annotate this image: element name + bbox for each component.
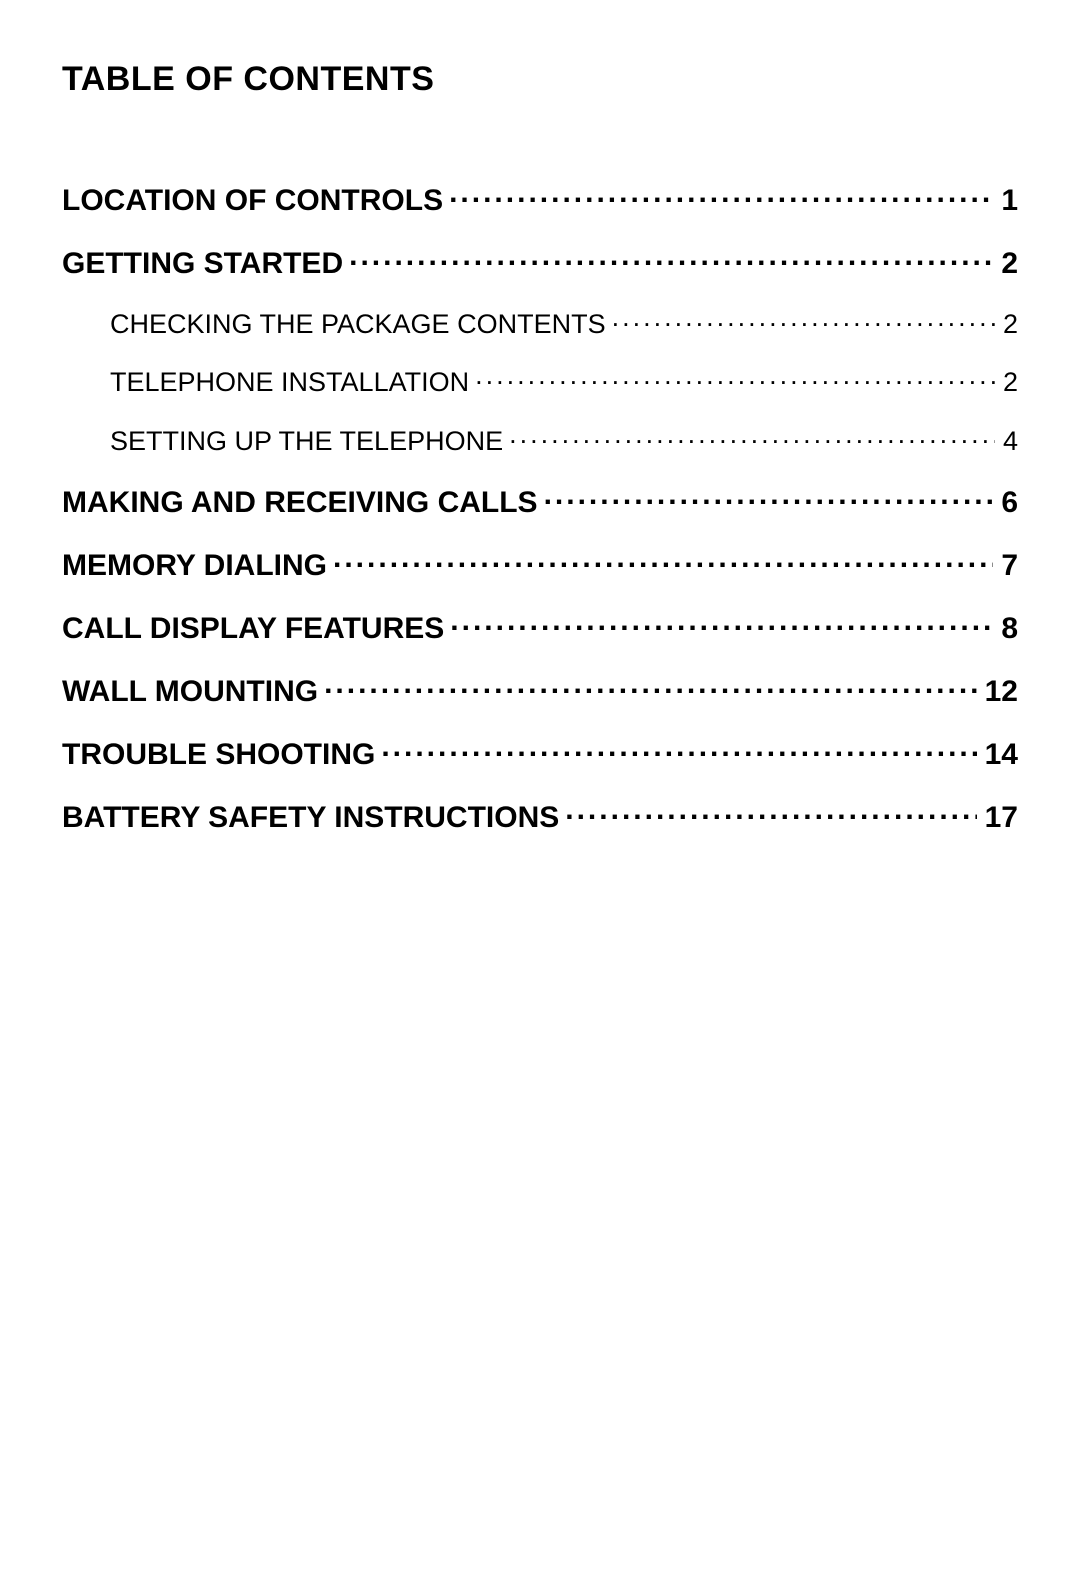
toc-leader-dots [349, 240, 993, 273]
toc-entry: TELEPHONE INSTALLATION 2 [110, 362, 1018, 399]
toc-leader-dots [544, 479, 994, 512]
toc-entry-page: 14 [983, 738, 1018, 772]
toc-entry: MEMORY DIALING 7 [62, 542, 1018, 583]
toc-entry-page: 8 [999, 612, 1018, 646]
toc-entry-page: 4 [1001, 426, 1018, 457]
page-title: TABLE OF CONTENTS [62, 60, 1018, 99]
toc-entry-page: 12 [983, 675, 1018, 709]
toc-entry-label: SETTING UP THE TELEPHONE [110, 426, 503, 457]
toc-entry-label: MAKING AND RECEIVING CALLS [62, 486, 538, 520]
toc-leader-dots [475, 362, 995, 392]
toc-entry-label: LOCATION OF CONTROLS [62, 184, 443, 218]
toc-leader-dots [565, 794, 976, 827]
toc-leader-dots [612, 303, 995, 333]
toc-leader-dots [449, 177, 993, 210]
toc-entry: BATTERY SAFETY INSTRUCTIONS 17 [62, 794, 1018, 835]
toc-entry: LOCATION OF CONTROLS 1 [62, 177, 1018, 218]
toc-entry-label: CHECKING THE PACKAGE CONTENTS [110, 309, 606, 340]
page: TABLE OF CONTENTS LOCATION OF CONTROLS 1 G… [0, 0, 1080, 835]
toc-entry-label: CALL DISPLAY FEATURES [62, 612, 444, 646]
toc-entry: CALL DISPLAY FEATURES 8 [62, 605, 1018, 646]
toc-entry-label: MEMORY DIALING [62, 549, 327, 583]
toc-entry-label: TELEPHONE INSTALLATION [110, 367, 469, 398]
toc-leader-dots [333, 542, 993, 575]
toc-entry-label: GETTING STARTED [62, 247, 343, 281]
toc-entry-page: 1 [999, 184, 1018, 218]
toc-entry: CHECKING THE PACKAGE CONTENTS 2 [110, 303, 1018, 340]
toc-leader-dots [381, 731, 976, 764]
toc-entry: GETTING STARTED 2 [62, 240, 1018, 281]
toc-entry-page: 17 [983, 801, 1018, 835]
toc-leader-dots [450, 605, 993, 638]
toc-entry-page: 2 [1001, 309, 1018, 340]
toc-leader-dots [324, 668, 977, 701]
toc-entry: TROUBLE SHOOTING 14 [62, 731, 1018, 772]
toc-entry-page: 7 [999, 549, 1018, 583]
toc-entry-label: BATTERY SAFETY INSTRUCTIONS [62, 801, 559, 835]
toc-entry-label: WALL MOUNTING [62, 675, 318, 709]
toc-entry-page: 6 [999, 486, 1018, 520]
toc-entry: WALL MOUNTING 12 [62, 668, 1018, 709]
toc-leader-dots [509, 420, 995, 450]
toc-entry-label: TROUBLE SHOOTING [62, 738, 375, 772]
table-of-contents: LOCATION OF CONTROLS1GETTING STARTED2CHE… [62, 177, 1018, 835]
toc-entry-page: 2 [999, 247, 1018, 281]
toc-entry-page: 2 [1001, 367, 1018, 398]
toc-entry: MAKING AND RECEIVING CALLS 6 [62, 479, 1018, 520]
toc-entry: SETTING UP THE TELEPHONE 4 [110, 420, 1018, 457]
